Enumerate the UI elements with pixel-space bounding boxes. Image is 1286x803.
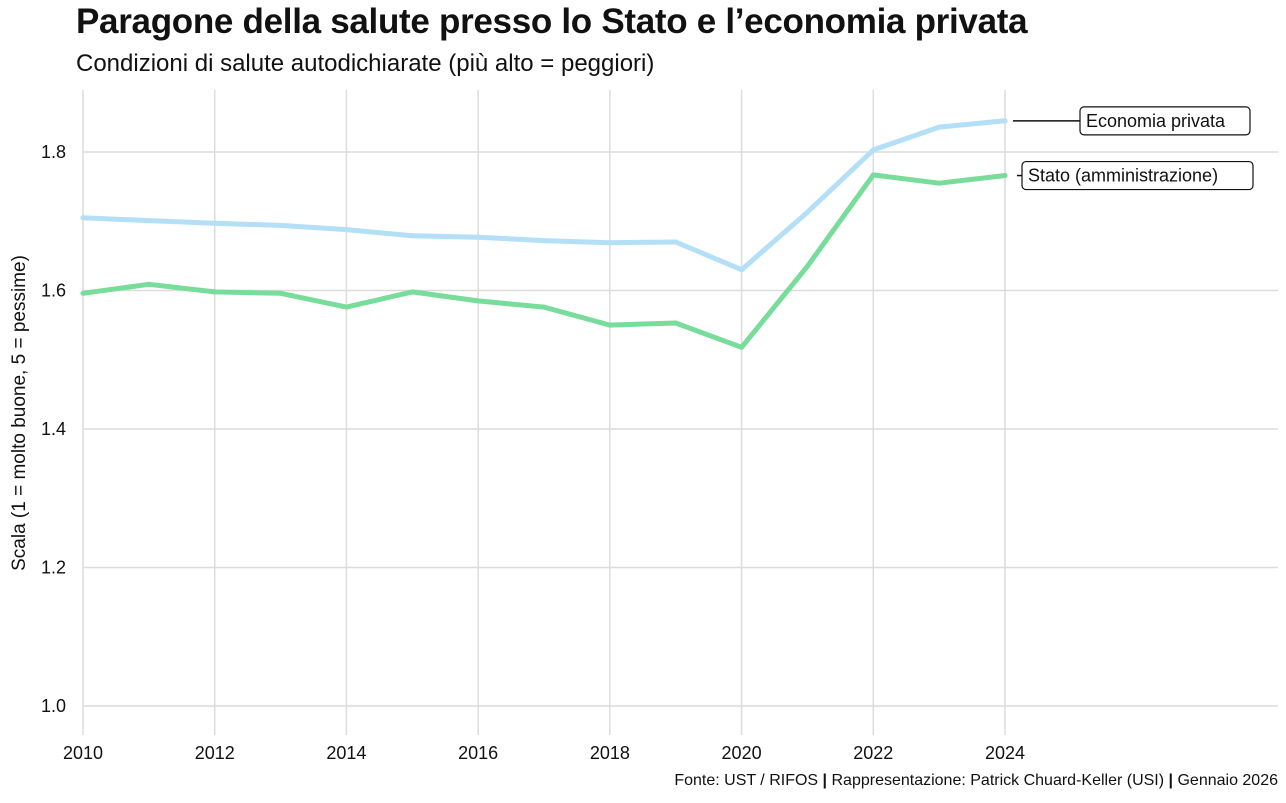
data-point-economia-privata <box>146 218 152 224</box>
x-tick-label: 2022 <box>853 743 893 763</box>
data-point-economia-privata <box>739 267 745 273</box>
chart-subtitle: Condizioni di salute autodichiarate (più… <box>76 50 655 77</box>
data-point-economia-privata <box>475 234 481 240</box>
caption-date: Gennaio 2026 <box>1177 772 1278 789</box>
data-point-economia-privata <box>343 227 349 233</box>
data-point-economia-privata <box>936 124 942 130</box>
data-point-stato <box>739 344 745 350</box>
data-point-stato <box>80 290 86 296</box>
data-point-economia-privata <box>870 147 876 153</box>
y-axis-label: Scala (1 = molto buone, 5 = pessime) <box>9 255 30 571</box>
data-point-economia-privata <box>673 239 679 245</box>
data-point-stato <box>1002 173 1008 179</box>
caption-source: Fonte: UST / RIFOS <box>674 772 819 789</box>
data-point-stato <box>673 320 679 326</box>
series-line-stato <box>80 172 1008 350</box>
data-point-economia-privata <box>541 238 547 244</box>
chart-title: Paragone della salute presso lo Stato e … <box>76 2 1028 41</box>
data-point-stato <box>475 298 481 304</box>
x-tick-label: 2024 <box>985 743 1025 763</box>
data-point-stato <box>146 281 152 287</box>
caption-author: Rappresentazione: Patrick Chuard-Keller … <box>831 772 1165 789</box>
label-box-stato <box>1021 160 1254 191</box>
data-point-economia-privata <box>804 209 810 215</box>
data-point-stato <box>804 263 810 269</box>
data-point-stato <box>936 180 942 186</box>
caption-separator: | <box>822 772 828 789</box>
data-point-economia-privata <box>278 222 284 228</box>
data-point-stato <box>409 289 415 295</box>
data-point-economia-privata <box>409 233 415 239</box>
label-box-economia-privata <box>1079 106 1251 136</box>
data-point-stato <box>541 304 547 310</box>
x-tick-label: 2010 <box>63 743 103 763</box>
series-label-stato: Stato (amministrazione) <box>1028 166 1218 186</box>
caption-separator: | <box>1168 772 1174 789</box>
x-tick-label: 2014 <box>326 743 366 763</box>
data-point-economia-privata <box>80 215 86 221</box>
series-line-economia-privata <box>80 118 1008 273</box>
data-point-stato <box>870 172 876 178</box>
series-label-economia-privata: Economia privata <box>1086 111 1226 131</box>
x-tick-label: 2012 <box>195 743 235 763</box>
y-tick-label: 1.8 <box>41 142 66 162</box>
y-tick-label: 1.0 <box>41 696 66 716</box>
data-point-stato <box>343 304 349 310</box>
chart-caption: Fonte: UST / RIFOS | Rappresentazione: P… <box>674 772 1278 790</box>
data-point-economia-privata <box>1002 118 1008 124</box>
x-tick-label: 2020 <box>722 743 762 763</box>
x-tick-label: 2016 <box>458 743 498 763</box>
data-point-economia-privata <box>212 220 218 226</box>
data-point-stato <box>607 322 613 328</box>
y-tick-label: 1.6 <box>41 281 66 301</box>
data-point-stato <box>278 290 284 296</box>
x-tick-label: 2018 <box>590 743 630 763</box>
y-tick-label: 1.4 <box>41 419 66 439</box>
y-tick-label: 1.2 <box>41 558 66 578</box>
data-point-economia-privata <box>607 240 613 246</box>
data-point-stato <box>212 289 218 295</box>
